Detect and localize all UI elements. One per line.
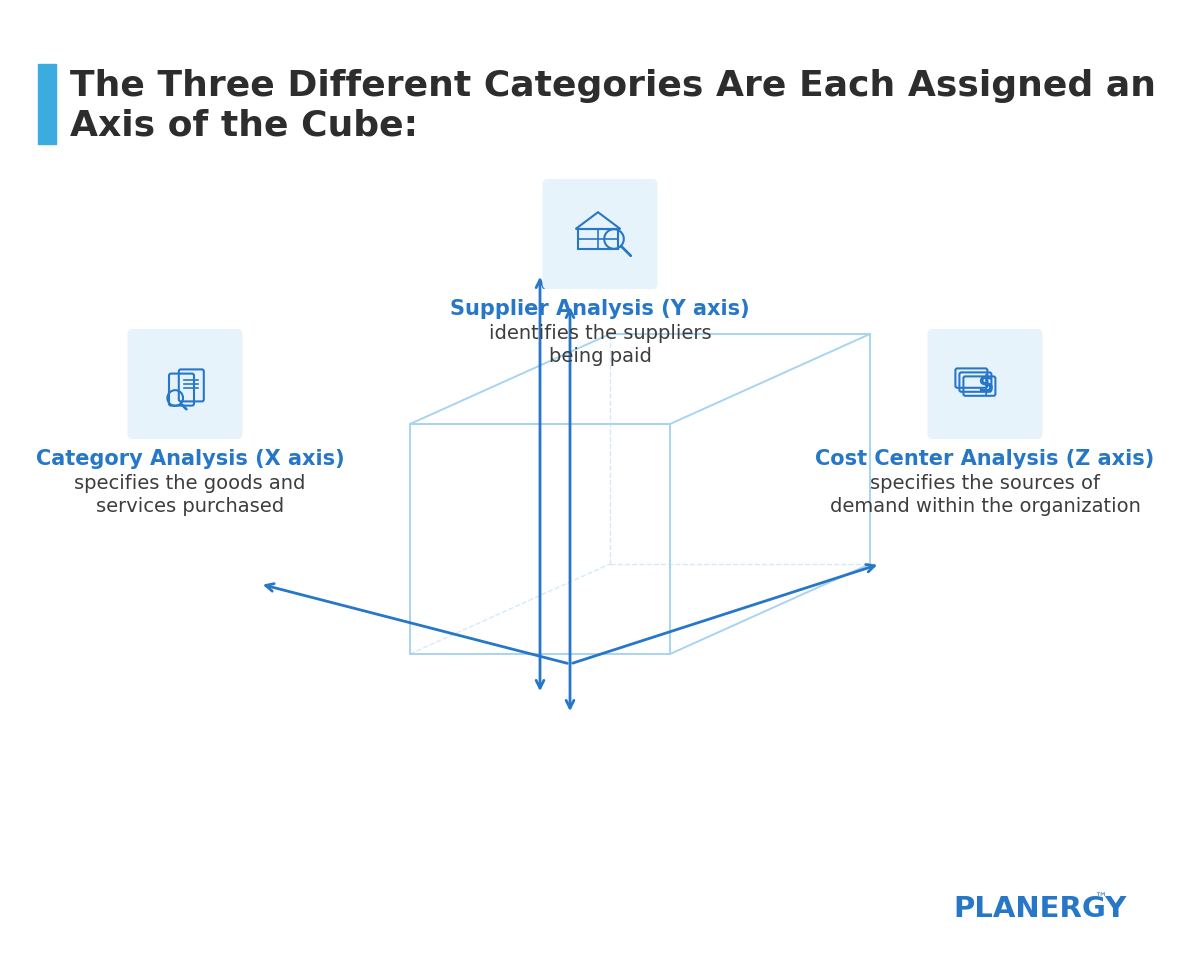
Text: Category Analysis (X axis): Category Analysis (X axis) <box>36 449 344 469</box>
Text: Axis of the Cube:: Axis of the Cube: <box>70 109 418 143</box>
FancyBboxPatch shape <box>928 329 1043 439</box>
FancyBboxPatch shape <box>542 179 658 289</box>
Text: being paid: being paid <box>548 347 652 366</box>
Text: demand within the organization: demand within the organization <box>829 497 1140 516</box>
FancyBboxPatch shape <box>127 329 242 439</box>
Text: specifies the sources of: specifies the sources of <box>870 474 1100 493</box>
Text: Cost Center Analysis (Z axis): Cost Center Analysis (Z axis) <box>815 449 1154 469</box>
Text: specifies the goods and: specifies the goods and <box>74 474 306 493</box>
Text: ™: ™ <box>1093 893 1106 905</box>
Text: services purchased: services purchased <box>96 497 284 516</box>
Text: PLANERGY: PLANERGY <box>953 895 1127 923</box>
Bar <box>38 64 56 144</box>
Text: Supplier Analysis (Y axis): Supplier Analysis (Y axis) <box>450 299 750 319</box>
Text: $: $ <box>977 374 994 397</box>
Text: The Three Different Categories Are Each Assigned an: The Three Different Categories Are Each … <box>70 69 1156 103</box>
Bar <box>578 229 618 249</box>
Text: identifies the suppliers: identifies the suppliers <box>488 324 712 343</box>
